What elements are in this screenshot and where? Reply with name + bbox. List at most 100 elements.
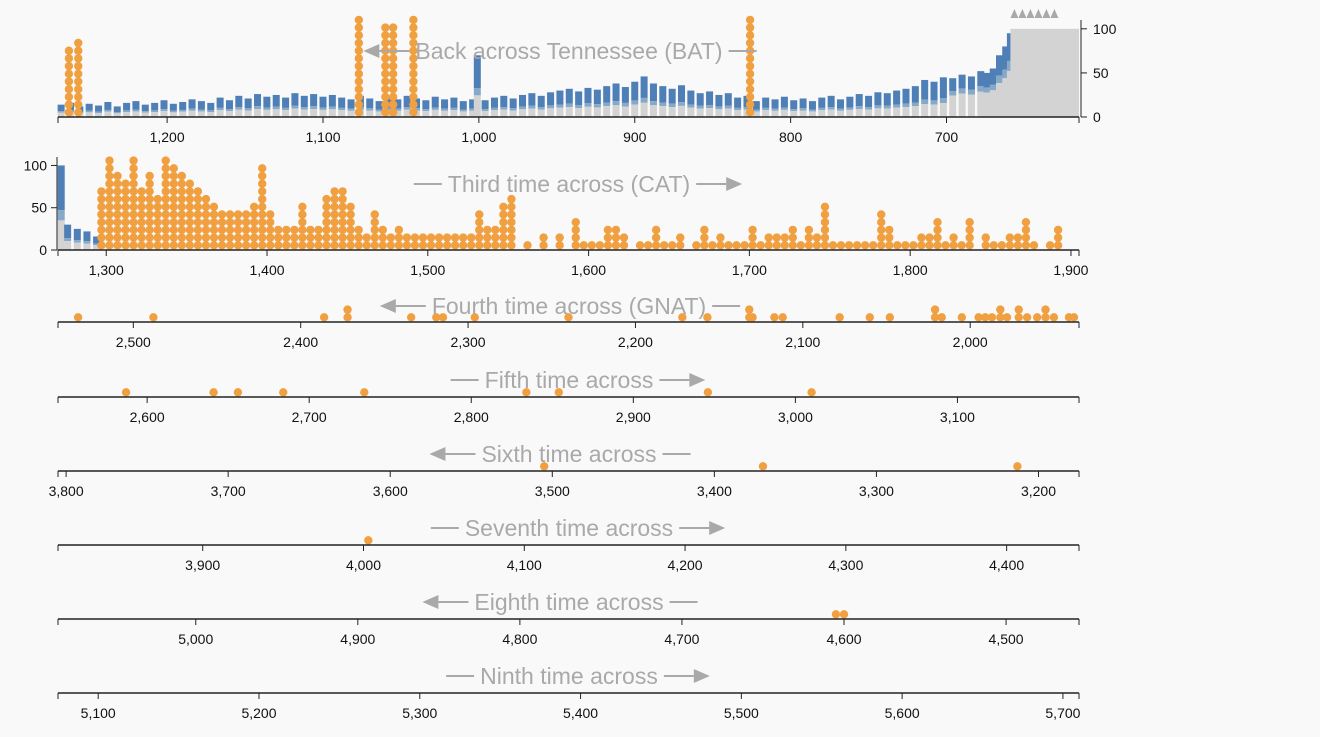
rider-dot	[499, 233, 508, 242]
rider-dot	[97, 225, 106, 235]
rider-dot	[491, 241, 500, 250]
arrow-left-icon	[429, 447, 446, 461]
rider-dot	[74, 38, 83, 48]
hist-bar	[300, 95, 308, 108]
hist-bar-light	[141, 111, 149, 113]
rider-dot	[201, 194, 211, 204]
rider-dot	[949, 233, 958, 242]
hist-bar-light	[384, 107, 392, 111]
hist-bar-gray	[865, 109, 873, 117]
rider-dot	[64, 85, 74, 94]
y-tick-label: 0	[39, 242, 47, 258]
hist-bar-gray	[450, 110, 458, 117]
rider-dot	[659, 241, 669, 250]
rider-dot	[724, 241, 733, 250]
hist-bar	[977, 71, 985, 87]
rider-dot	[129, 156, 138, 165]
rider-dot	[579, 241, 588, 250]
hist-bar-light	[1002, 69, 1010, 79]
rider-dot	[394, 233, 404, 242]
hist-bar-gray	[366, 110, 374, 117]
hist-bar	[989, 68, 997, 85]
x-tick-label: 2,400	[283, 334, 318, 350]
rider-dot	[475, 218, 484, 227]
finished-area	[1010, 28, 1079, 117]
hist-bar-gray	[394, 110, 402, 117]
rider-dot	[925, 233, 934, 242]
rider-dot	[314, 241, 323, 250]
rider-dot	[388, 85, 398, 94]
x-axis: 3,900 4,000 4,100 4,200 4,300 4,400	[57, 544, 1080, 573]
rider-dot	[780, 241, 789, 250]
hist-bar-light	[160, 109, 168, 112]
rider-dot	[409, 54, 418, 63]
x-tick-label: 1,500	[410, 262, 445, 278]
rider-dot	[957, 313, 967, 322]
hist-bar-light	[930, 100, 938, 105]
rider-dot	[330, 210, 339, 219]
rider-dot	[381, 31, 390, 40]
rider-dot	[388, 61, 398, 71]
rider-dot	[233, 210, 243, 219]
hist-bar-gray	[556, 107, 564, 117]
hist-bar	[883, 93, 891, 106]
rider-dot	[322, 194, 331, 204]
rider-dot	[129, 225, 138, 235]
hist-bar-light	[939, 98, 947, 104]
hist-bar	[73, 228, 81, 241]
hist-bar	[967, 76, 975, 90]
rider-dot	[764, 241, 773, 250]
x-tick-label: 800	[779, 129, 803, 145]
x-tick-label: 4,200	[668, 557, 703, 573]
rider-dot	[949, 241, 958, 250]
rider-dot	[745, 92, 755, 102]
rider-dot	[555, 241, 564, 250]
rider-dot	[788, 225, 797, 235]
rider-dot	[523, 241, 532, 250]
segment-title: Sixth time across	[481, 441, 656, 467]
rider-dot	[177, 171, 187, 181]
rider-dot	[450, 233, 460, 242]
rider-dots	[64, 15, 755, 117]
hist-bar-gray	[123, 112, 131, 117]
rider-dot	[185, 202, 195, 211]
rider-dot	[381, 38, 390, 48]
rider-dot	[137, 210, 146, 219]
rider-dot	[555, 233, 564, 242]
rider-dot	[868, 241, 878, 250]
rider-dot	[319, 313, 329, 322]
rider-dot	[354, 38, 364, 48]
rider-dot	[209, 388, 218, 397]
rider-dot	[354, 233, 363, 242]
hist-bar-light	[338, 107, 346, 111]
x-tick-label: 3,600	[373, 483, 408, 499]
hist-bar	[593, 89, 601, 105]
rider-dot	[467, 233, 476, 242]
hist-bar	[450, 97, 458, 108]
hist-bar	[743, 95, 751, 108]
rider-dot	[338, 202, 347, 211]
x-tick-label: 5,300	[402, 705, 437, 721]
rider-dot	[145, 233, 154, 242]
hist-bar	[244, 98, 252, 109]
rider-dot	[409, 46, 418, 55]
x-axis: 1,200 1,100 1,000 900 800 700	[57, 116, 1080, 145]
rider-dot	[381, 23, 390, 32]
rider-dot	[129, 164, 138, 173]
hist-bar	[565, 88, 573, 104]
hist-bar-light	[328, 106, 336, 110]
hist-bar-light	[113, 112, 121, 114]
hist-bar	[403, 95, 411, 108]
rider-dot	[678, 313, 687, 322]
rider-dot	[483, 233, 492, 242]
rider-dot	[475, 225, 484, 235]
hist-bar-gray	[883, 108, 891, 117]
x-tick-label: 1,700	[732, 262, 767, 278]
rider-dot	[249, 225, 259, 235]
rider-dot	[378, 225, 387, 235]
segment-title-group: Sixth time across	[429, 441, 691, 467]
hist-bar-gray	[649, 105, 657, 117]
segment-title-group: Ninth time across	[446, 663, 710, 689]
hist-bar	[612, 83, 620, 102]
rider-dot	[74, 92, 83, 102]
